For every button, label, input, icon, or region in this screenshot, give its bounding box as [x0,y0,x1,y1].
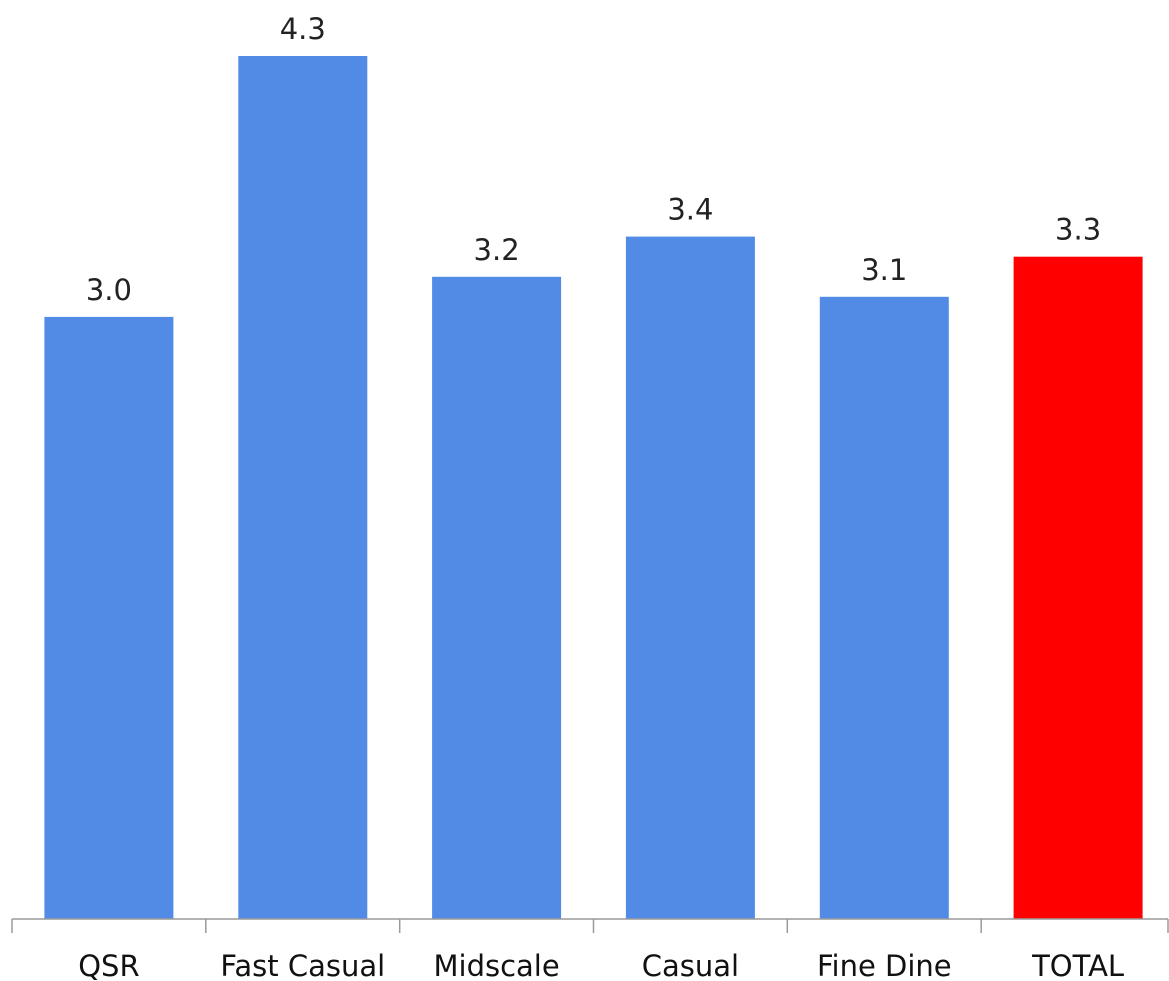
tick-label-qsr: QSR [78,949,139,981]
bars-group [44,56,1143,920]
bar-qsr [44,316,174,919]
bar-total [1013,256,1143,919]
bar-fast-casual [238,56,368,919]
tick-label-fast-casual: Fast Casual [220,949,385,981]
data-label-qsr: 3.0 [86,273,132,307]
data-label-fine-dine: 3.1 [861,253,907,287]
data-label-midscale: 3.2 [474,233,520,267]
bar-fine-dine [819,296,949,919]
data-labels-group: 3.0 4.3 3.2 3.4 3.1 3.3 [86,12,1101,307]
tick-label-casual: Casual [642,949,739,981]
tick-label-midscale: Midscale [433,949,559,981]
tick-label-total: TOTAL [1031,949,1124,981]
bar-casual [625,236,755,920]
data-label-fast-casual: 4.3 [280,12,326,46]
x-axis-tick-labels: QSR Fast Casual Midscale Casual Fine Dine TOT… [78,949,1124,981]
tick-label-fine-dine: Fine Dine [817,949,952,981]
data-label-total: 3.3 [1055,213,1101,247]
bar-midscale [432,276,562,919]
data-label-casual: 3.4 [667,193,713,227]
x-axis-ticks [11,919,1169,933]
